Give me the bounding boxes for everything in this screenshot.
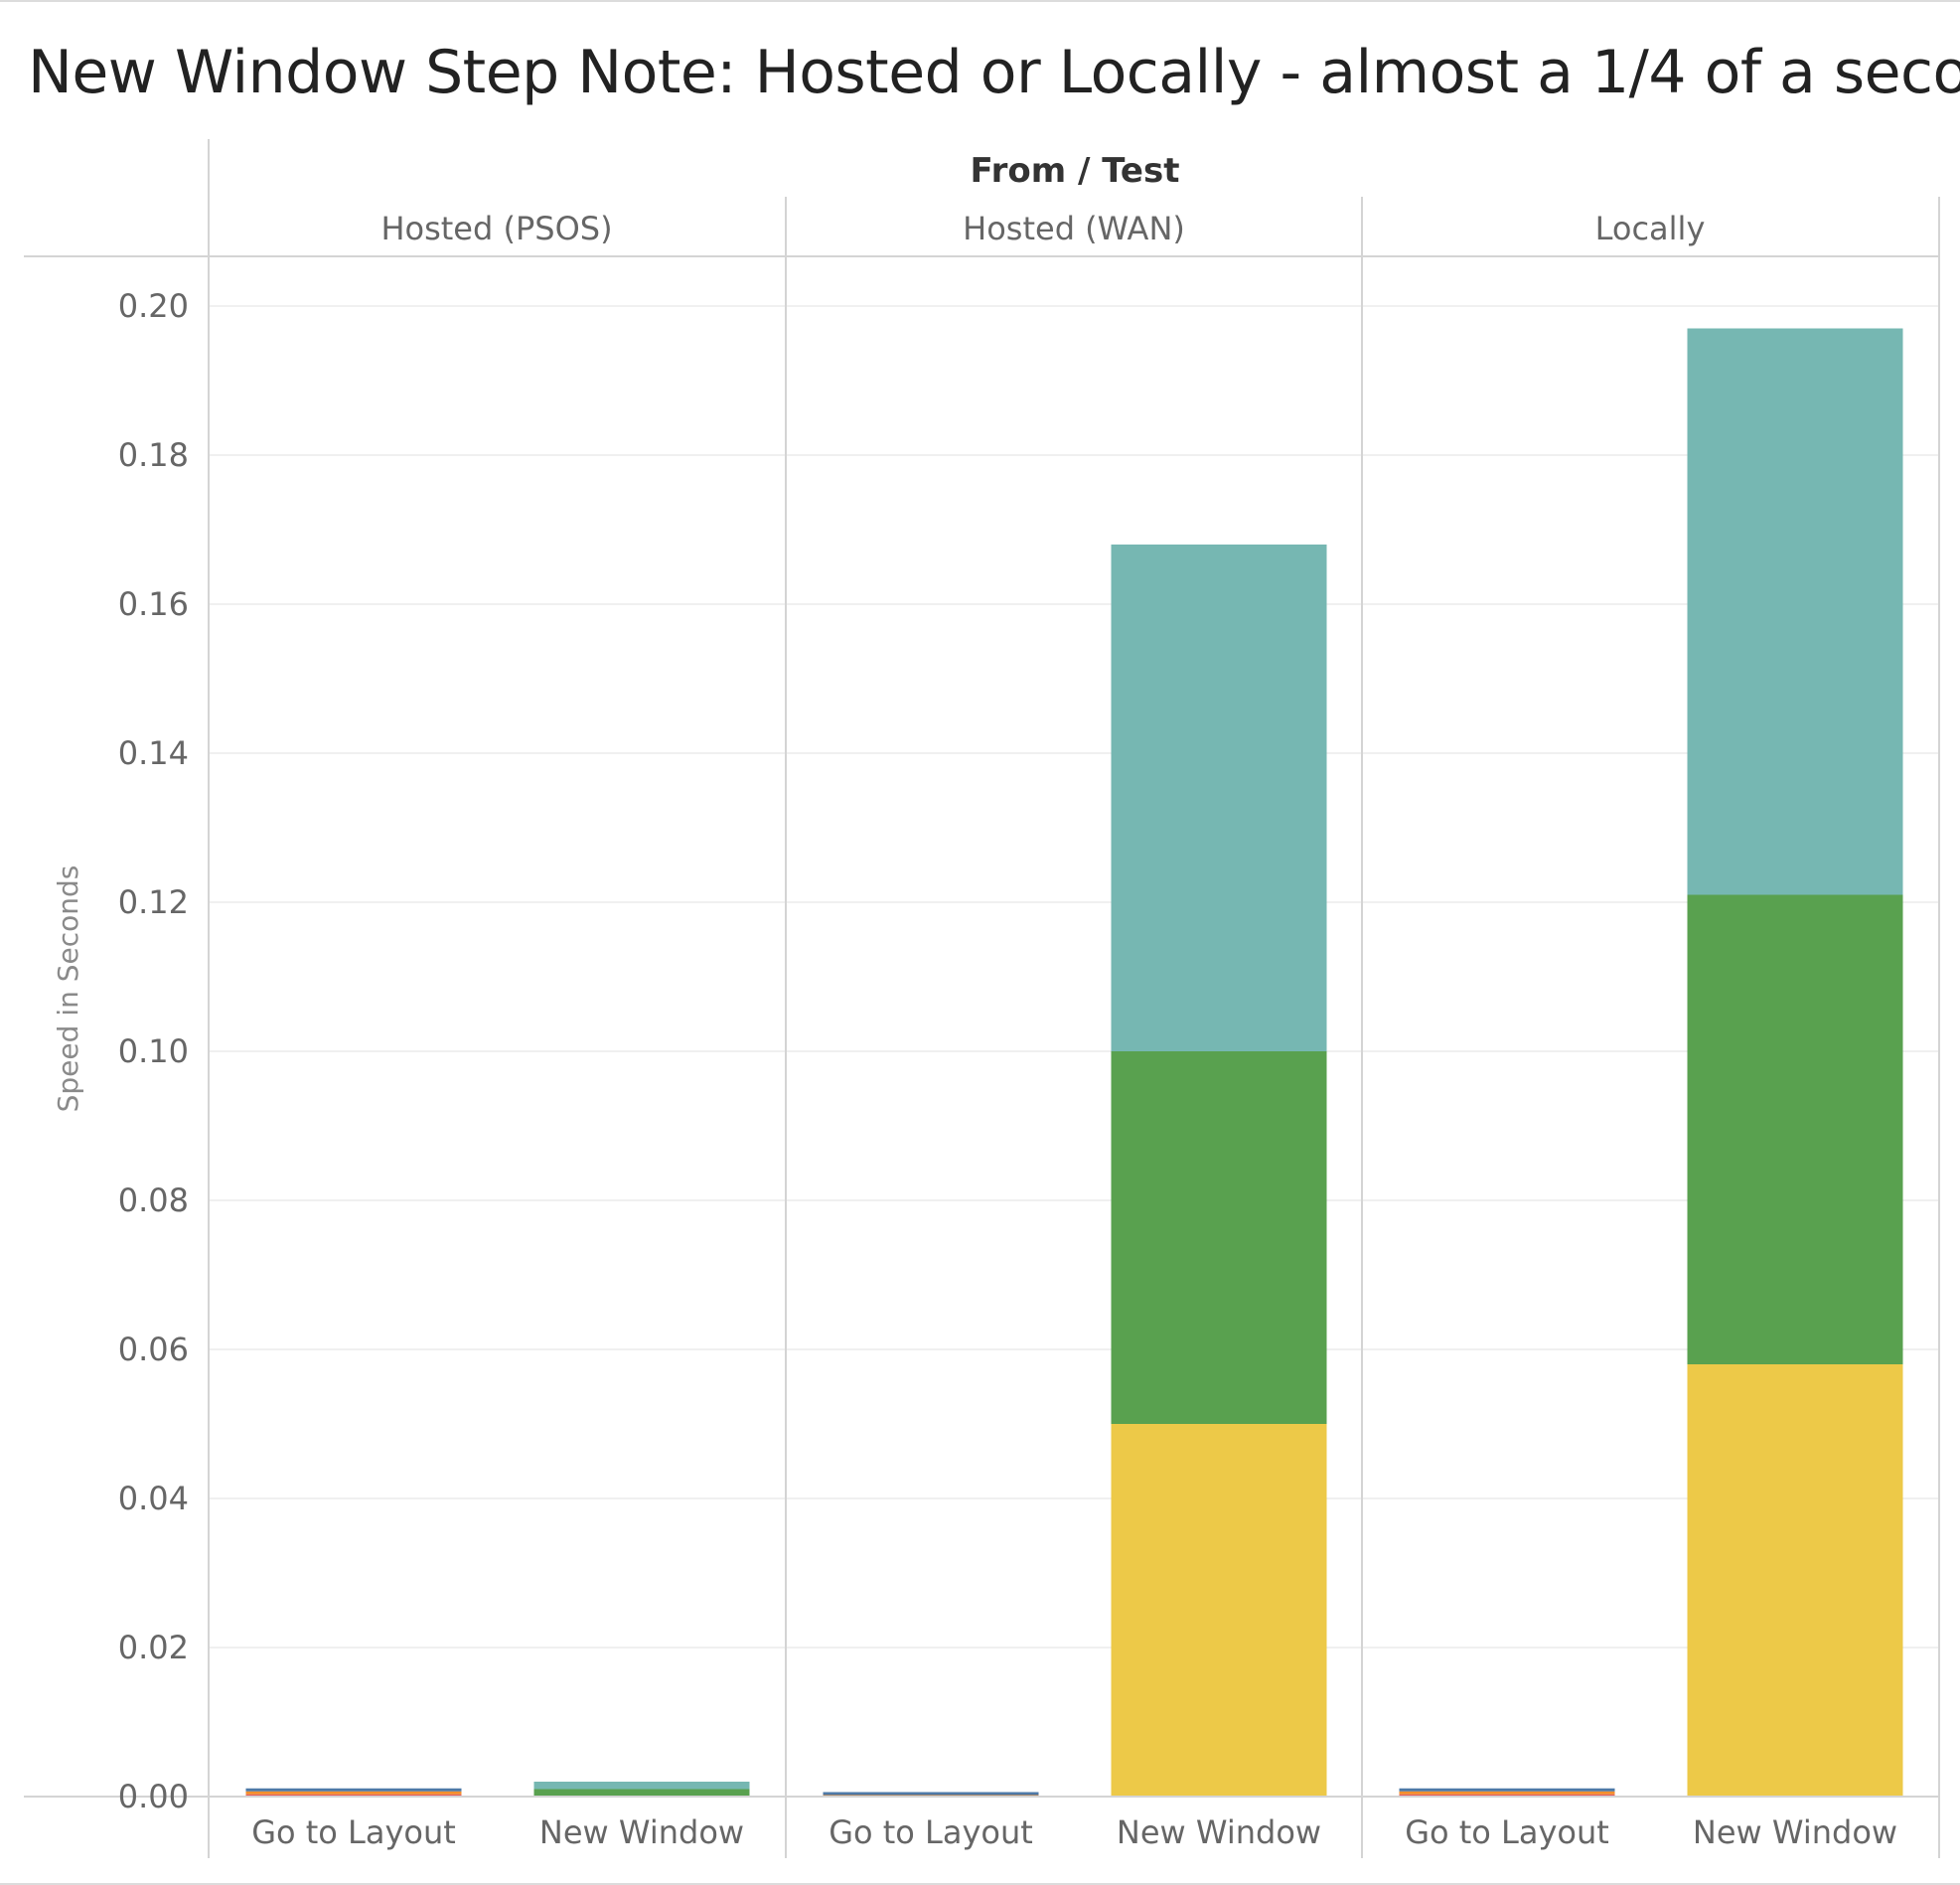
bar-segment[interactable] xyxy=(1687,1364,1903,1797)
bar-segment[interactable] xyxy=(1399,1788,1615,1792)
x-tick-label: New Window xyxy=(1117,1813,1321,1851)
x-tick-label: Go to Layout xyxy=(1405,1813,1609,1851)
y-tick-label: 0.10 xyxy=(118,1032,189,1070)
bar-segment[interactable] xyxy=(1687,894,1903,1365)
y-tick-label: 0.12 xyxy=(118,883,189,921)
bars-layer xyxy=(245,328,1903,1798)
y-tick-label: 0.00 xyxy=(118,1778,189,1815)
bar-segment[interactable] xyxy=(1399,1794,1615,1797)
y-tick-label: 0.08 xyxy=(118,1181,189,1219)
bar-segment[interactable] xyxy=(823,1792,1039,1796)
x-tick-label: Go to Layout xyxy=(251,1813,456,1851)
y-tick-label: 0.20 xyxy=(118,287,189,325)
x-tick-label: Go to Layout xyxy=(829,1813,1033,1851)
bar-segment[interactable] xyxy=(1399,1791,1615,1795)
column-header: From / Test xyxy=(971,151,1180,191)
labels-layer: 0.00 0.02 0.04 0.06 0.08 0.10 0.12 0.14 0.16 0.18… xyxy=(118,210,1897,1851)
frame-layer xyxy=(24,139,1940,1858)
grid-layer xyxy=(209,305,1939,1649)
y-tick-label: 0.16 xyxy=(118,585,189,623)
chart-title: New Window Step Note: Hosted or Locally … xyxy=(28,38,1960,107)
y-tick-label: 0.14 xyxy=(118,734,189,772)
bar-segment[interactable] xyxy=(1111,1051,1327,1424)
bar-segment[interactable] xyxy=(1111,545,1327,1051)
bar-segment[interactable] xyxy=(1111,1424,1327,1797)
y-tick-label: 0.18 xyxy=(118,436,189,474)
panel-header: Locally xyxy=(1595,210,1706,247)
bar-segment[interactable] xyxy=(533,1782,750,1790)
y-tick-label: 0.04 xyxy=(118,1480,189,1517)
panel-header: Hosted (PSOS) xyxy=(380,210,612,247)
y-tick-label: 0.06 xyxy=(118,1331,189,1368)
y-tick-label: 0.02 xyxy=(118,1629,189,1666)
bar-segment[interactable] xyxy=(245,1794,462,1797)
bar-segment[interactable] xyxy=(1687,328,1903,895)
bar-segment[interactable] xyxy=(533,1789,750,1798)
x-tick-label: New Window xyxy=(1693,1813,1897,1851)
x-tick-label: New Window xyxy=(539,1813,744,1851)
panel-header: Hosted (WAN) xyxy=(963,210,1185,247)
y-axis-label: Speed in Seconds xyxy=(52,865,84,1113)
bar-segment[interactable] xyxy=(245,1791,462,1795)
bar-segment[interactable] xyxy=(245,1788,462,1792)
